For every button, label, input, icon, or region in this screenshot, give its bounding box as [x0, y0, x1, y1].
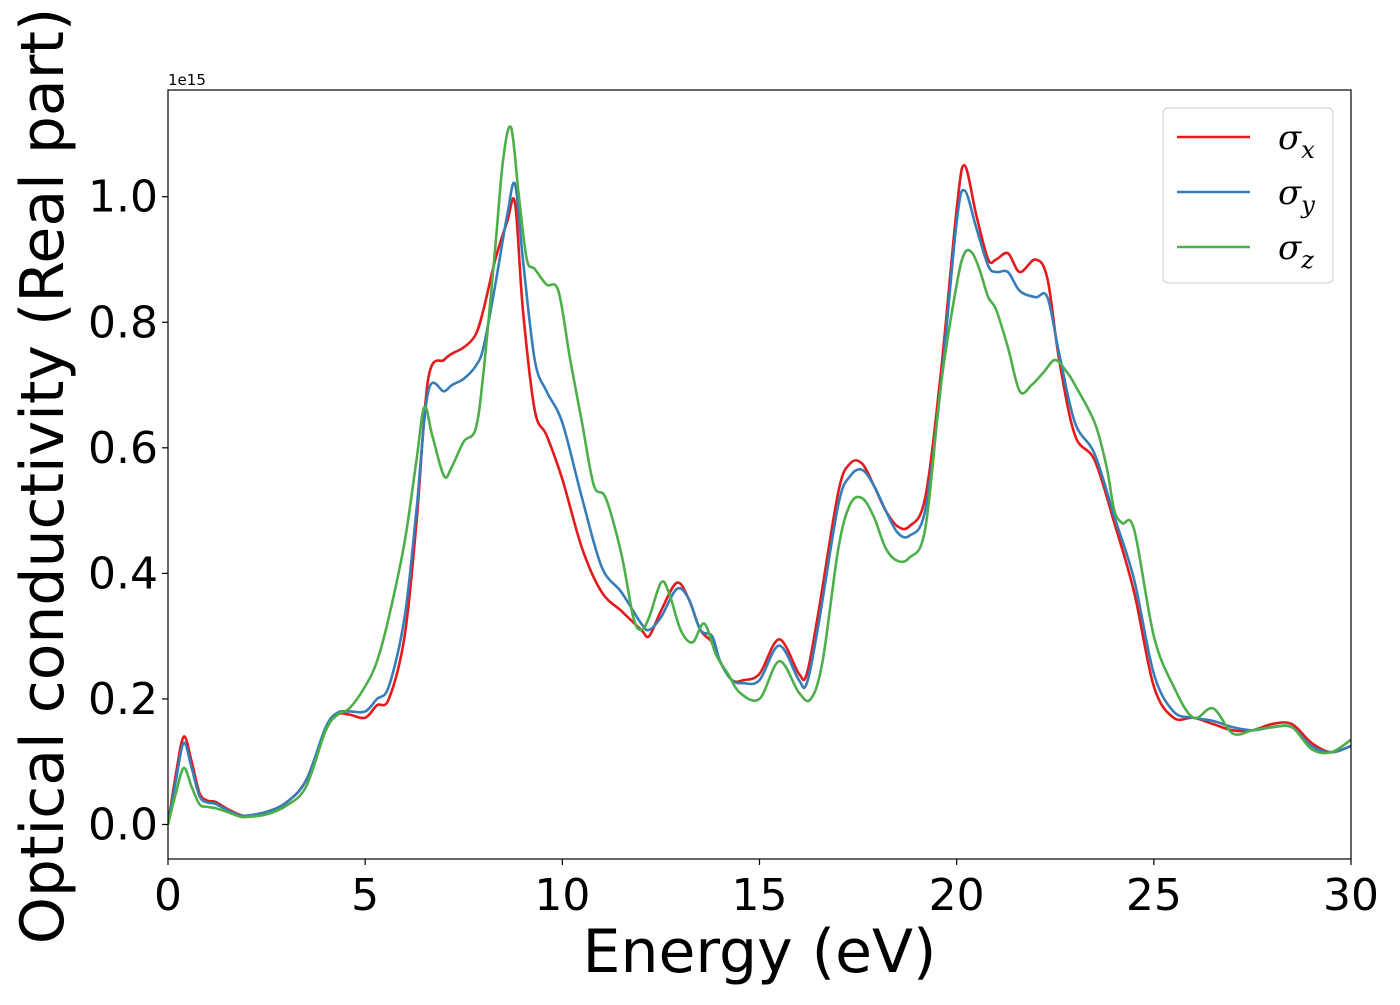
x-tick-label: 15 [732, 870, 788, 921]
x-axis: 0 5 10 15 20 25 30 [154, 859, 1379, 921]
y-axis-title: Optical conductivity (Real part) [8, 8, 78, 945]
legend-label-y: σy [1278, 173, 1315, 219]
y-tick-label: 0.2 [88, 674, 158, 725]
x-tick-label: 25 [1126, 870, 1182, 921]
y-tick-label: 0.4 [88, 548, 158, 599]
y-axis: 0.0 0.2 0.4 0.6 0.8 1.0 [88, 172, 168, 850]
x-axis-title: Energy (eV) [583, 917, 937, 987]
x-tick-label: 10 [534, 870, 590, 921]
x-tick-label: 0 [154, 870, 182, 921]
legend: σx σy σz [1162, 107, 1334, 284]
legend-label-z: σz [1278, 228, 1314, 274]
x-tick-label: 30 [1323, 870, 1379, 921]
y-tick-label: 1.0 [88, 172, 158, 223]
legend-box [1162, 107, 1334, 284]
y-tick-label: 0.6 [88, 423, 158, 474]
series-line-x [168, 164, 1351, 825]
legend-label-x: σx [1278, 118, 1315, 164]
series-layer [168, 125, 1351, 825]
y-tick-label: 0.0 [88, 799, 158, 850]
x-tick-label: 5 [351, 870, 379, 921]
series-line-z [168, 125, 1351, 825]
y-tick-label: 0.8 [88, 297, 158, 348]
y-offset-text: 1e15 [168, 71, 206, 89]
x-tick-label: 20 [929, 870, 985, 921]
